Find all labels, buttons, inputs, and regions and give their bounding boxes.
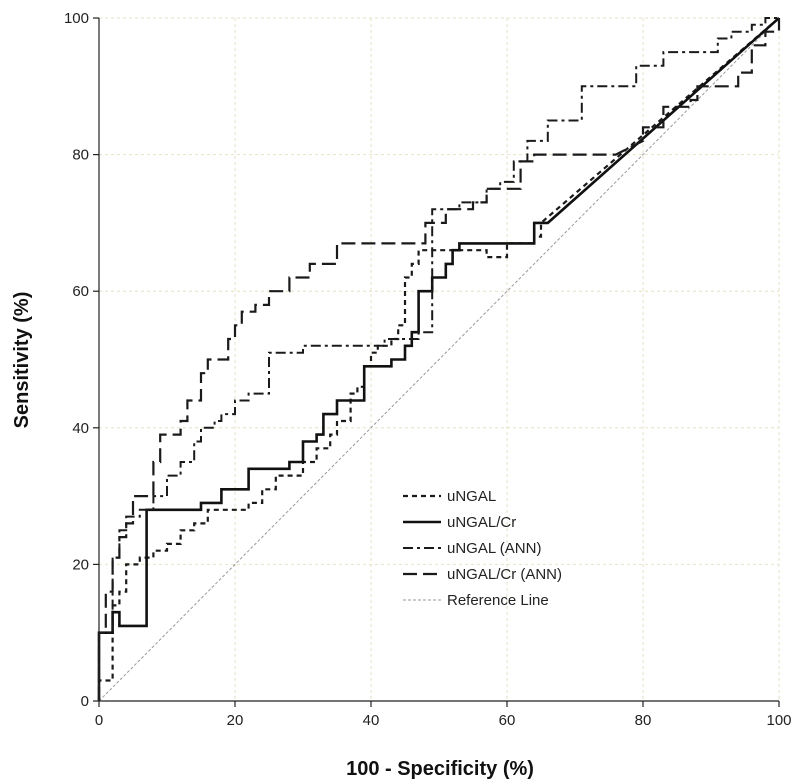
legend-label-ungal-ann: uNGAL (ANN) — [447, 540, 541, 557]
series-ungal-cr — [97, 17, 780, 701]
y-tick-label-5: 100 — [64, 10, 89, 27]
series-layer — [97, 17, 781, 701]
legend-label-ungal-cr-ann: uNGAL/Cr (ANN) — [447, 566, 562, 583]
y-tick-label-3: 60 — [72, 283, 89, 300]
y-tick-label-0: 0 — [81, 693, 89, 710]
legend-label-ungal: uNGAL — [447, 488, 496, 505]
x-tick-label-0: 0 — [95, 712, 103, 729]
x-tick-label-1: 20 — [227, 712, 244, 729]
series-ungal-ann — [98, 17, 779, 701]
ticks: 0 20 40 60 80 100 0 20 40 60 80 100 — [64, 10, 792, 729]
y-tick-label-1: 20 — [72, 556, 89, 573]
x-tick-label-2: 40 — [363, 712, 380, 729]
x-axis-title: 100 - Specificity (%) — [346, 758, 534, 780]
legend-label-reference-line: Reference Line — [447, 592, 549, 609]
x-tick-label-4: 80 — [635, 712, 652, 729]
series-reference-line — [98, 17, 780, 702]
grid — [99, 17, 780, 701]
y-tick-label-4: 80 — [72, 147, 89, 164]
series-ungal — [97, 17, 780, 701]
axes — [98, 18, 779, 702]
series-ungal-cr-ann — [97, 18, 781, 701]
x-tick-label-3: 60 — [499, 712, 516, 729]
y-tick-label-2: 40 — [72, 420, 89, 437]
legend-label-ungal-cr: uNGAL/Cr — [447, 514, 516, 531]
x-tick-label-5: 100 — [766, 712, 791, 729]
reference-line-layer — [98, 17, 780, 702]
y-axis-title: Sensitivity (%) — [11, 292, 33, 429]
legend: uNGAL uNGAL/Cr uNGAL (ANN) uNGAL/Cr (ANN) Re… — [403, 488, 562, 609]
